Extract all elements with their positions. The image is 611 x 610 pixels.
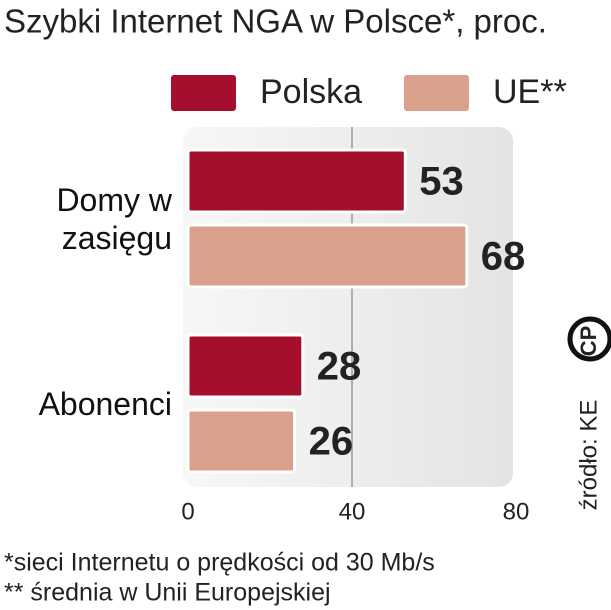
x-tick-label: 40 <box>339 498 366 525</box>
legend-swatch <box>402 73 471 113</box>
bar <box>186 223 469 289</box>
legend-swatch <box>169 73 238 113</box>
bar <box>186 333 305 399</box>
x-tick-label: 80 <box>503 498 530 525</box>
category-label: Abonenci <box>38 385 172 422</box>
source: źródło: KE <box>575 400 602 511</box>
bar <box>186 148 407 214</box>
footnote: *sieci Internetu o prędkości od 30 Mb/s <box>4 549 435 577</box>
logo: CP <box>576 326 601 357</box>
value-label: 28 <box>317 345 362 389</box>
legend-label: Polska <box>260 73 362 111</box>
chart-title: Szybki Internet NGA w Polsce*, proc. <box>4 3 547 40</box>
value-label: 26 <box>309 420 354 464</box>
legend-label: UE** <box>493 73 567 111</box>
category-label: Domy w zasięgu <box>56 181 172 256</box>
value-label: 53 <box>419 160 464 204</box>
footnote: ** średnia w Unii Europejskiej <box>4 579 331 607</box>
value-label: 68 <box>481 235 526 279</box>
bar <box>186 408 297 474</box>
x-tick-label: 0 <box>181 498 194 525</box>
logo-ring <box>567 316 611 362</box>
